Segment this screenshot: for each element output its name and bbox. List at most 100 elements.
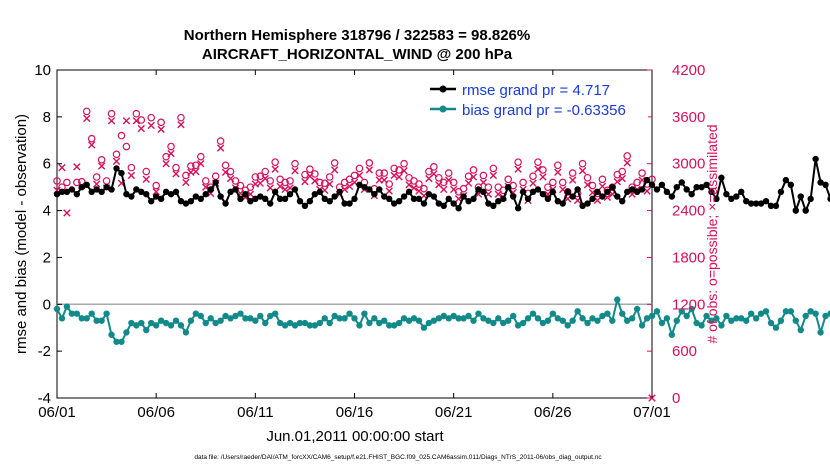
rmse-point	[797, 193, 804, 200]
bias-point	[703, 312, 710, 320]
bias-point	[519, 319, 527, 327]
bias-point	[450, 312, 457, 320]
rmse-point	[361, 183, 368, 191]
y-right-tick-label: 2400	[672, 203, 705, 220]
rmse-point	[594, 188, 601, 196]
obs-possible-marker	[558, 178, 567, 187]
obs-possible-marker	[568, 169, 577, 177]
bias-point	[128, 319, 135, 327]
y-left-tick-label: 0	[43, 296, 51, 313]
rmse-point	[187, 198, 195, 205]
bias-point	[93, 317, 100, 324]
rmse-point	[311, 190, 319, 198]
rmse-point	[628, 186, 636, 193]
bias-point	[569, 317, 576, 324]
rmse-point	[485, 200, 492, 207]
obs-assimilated-marker	[583, 181, 592, 189]
bias-point	[172, 317, 180, 324]
obs-assimilated-marker	[226, 174, 235, 183]
bias-point	[738, 315, 745, 322]
obs-possible-marker	[246, 183, 255, 191]
bias-point	[108, 331, 115, 338]
bias-point	[83, 315, 90, 322]
bias-point	[817, 329, 824, 336]
obs-possible-marker	[444, 169, 453, 177]
rmse-point	[177, 198, 185, 205]
obs-assimilated-marker	[494, 190, 502, 198]
bias-point	[579, 315, 586, 322]
bias-point	[688, 305, 695, 313]
rmse-point	[252, 195, 259, 203]
bias-point	[68, 310, 76, 317]
rmse-point	[752, 200, 760, 207]
obs-possible-marker	[92, 173, 101, 181]
obs-assimilated-marker	[58, 163, 66, 172]
rmse-point	[762, 198, 770, 205]
bias-point	[420, 324, 428, 331]
rmse-point	[336, 188, 343, 196]
bias-point	[281, 322, 289, 329]
rmse-point	[212, 179, 219, 186]
rmse-point	[301, 202, 309, 210]
bias-point	[807, 308, 814, 315]
rmse-point	[708, 188, 715, 196]
x-tick-label: 07/01	[633, 404, 671, 421]
rmse-point	[108, 186, 115, 193]
bias-point	[475, 310, 482, 317]
obs-possible-marker	[132, 109, 141, 118]
rmse-point	[658, 181, 666, 188]
bias-point	[827, 310, 830, 317]
bias-point	[78, 315, 85, 322]
obs-assimilated-marker	[326, 180, 334, 188]
rmse-point	[500, 195, 507, 203]
bias-point	[400, 315, 408, 322]
bias-point	[668, 331, 676, 338]
bias-point	[708, 317, 715, 324]
rmse-point	[490, 202, 497, 210]
rmse-series	[53, 155, 830, 215]
rmse-point	[827, 195, 830, 203]
bias-point	[202, 319, 209, 327]
obs-assimilated-marker	[132, 117, 141, 125]
obs-possible-marker	[216, 137, 225, 145]
obs-possible-marker	[251, 173, 260, 181]
obs-assimilated-marker	[88, 141, 96, 149]
obs-assimilated-marker	[534, 165, 542, 173]
legend: rmse grand pr = 4.717 bias grand pr = -0…	[426, 78, 648, 120]
obs-assimilated-marker	[464, 179, 473, 187]
bias-point	[653, 308, 661, 315]
bias-point	[544, 317, 552, 324]
bias-point	[752, 315, 760, 322]
bias-point	[663, 315, 671, 322]
rmse-point	[321, 195, 328, 203]
obs-assimilated-marker	[578, 167, 587, 175]
obs-possible-marker	[469, 166, 478, 174]
rmse-point	[624, 188, 631, 196]
obs-assimilated-marker	[63, 209, 71, 217]
bias-point	[341, 315, 348, 322]
rmse-point	[306, 198, 314, 205]
bias-point	[658, 319, 666, 327]
bias-point	[63, 303, 71, 310]
bias-point	[123, 329, 130, 336]
bias-point	[584, 319, 591, 327]
bias-point	[143, 326, 150, 334]
bias-point	[564, 322, 571, 329]
x-tick-label: 06/06	[137, 404, 175, 421]
rmse-point	[326, 198, 333, 205]
rmse-point	[539, 190, 547, 198]
bias-point	[455, 315, 462, 322]
obs-possible-marker	[306, 165, 314, 173]
rmse-point	[296, 198, 304, 205]
bias-point	[638, 322, 646, 329]
rmse-point	[405, 188, 413, 196]
bias-point	[351, 315, 358, 322]
obs-possible-marker	[201, 177, 210, 185]
rmse-point	[157, 195, 165, 203]
rmse-point	[267, 200, 274, 207]
rmse-point	[207, 186, 214, 193]
bias-point	[500, 319, 507, 327]
obs-assimilated-marker	[400, 167, 408, 175]
rmse-point	[386, 195, 393, 203]
obs-assimilated-marker	[112, 157, 121, 166]
